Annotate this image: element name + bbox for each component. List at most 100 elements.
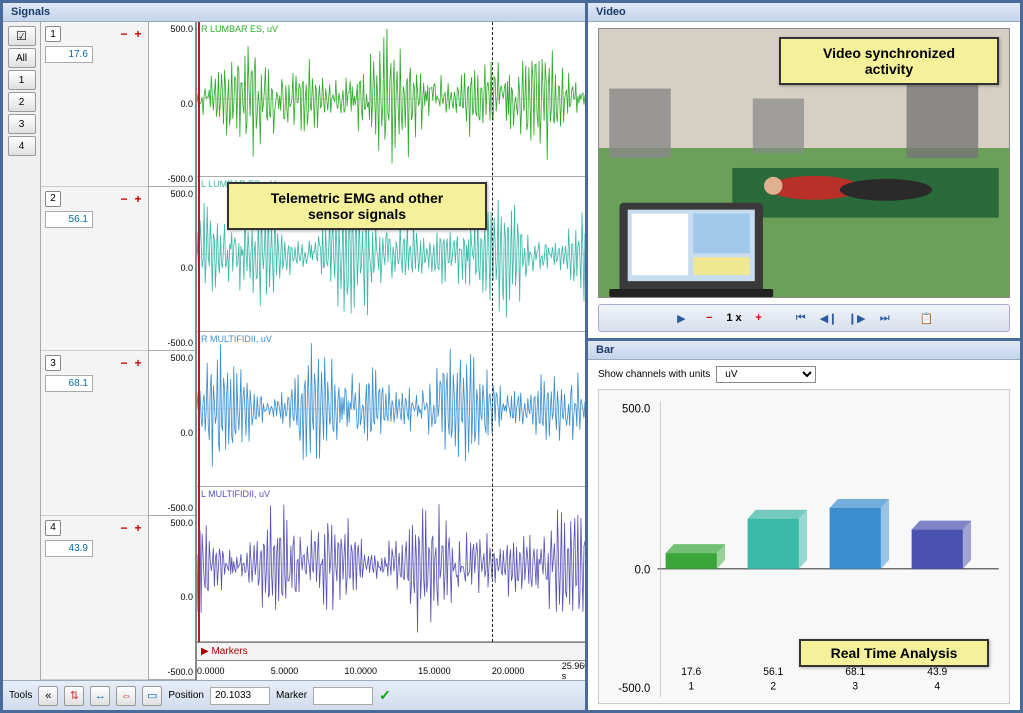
confirm-icon[interactable]: ✓ xyxy=(379,687,391,704)
channel-1-control: 1 − + 17.6 xyxy=(41,22,148,187)
svg-text:3: 3 xyxy=(852,680,858,693)
step-fwd-icon[interactable]: ❙▶ xyxy=(846,308,868,328)
bar-controls: Show channels with units uV xyxy=(588,360,1020,389)
signals-title: Signals xyxy=(3,3,585,22)
channel-4-control: 4 − + 43.9 xyxy=(41,516,148,681)
plot-area: R LUMBAR ES, uV L LUMBAR ES, uV R MULTIF… xyxy=(197,22,585,680)
snapshot-icon[interactable]: 📋 xyxy=(916,308,938,328)
start-cursor xyxy=(198,22,200,642)
channel-3-zoom-out[interactable]: − xyxy=(118,357,130,369)
speed-up-icon[interactable]: + xyxy=(748,308,770,328)
toggle-all-icon[interactable]: ☑ xyxy=(8,26,36,46)
signals-panel: Signals ☑ All 1 2 3 4 1 − + 17.6 xyxy=(3,3,588,710)
bar-filter-label: Show channels with units xyxy=(598,369,710,380)
callout-video: Video synchronizedactivity xyxy=(779,37,999,85)
bar-chart: 500.0 0.0 -500.0 17.6 1 56.1 2 68.1 3 43… xyxy=(598,389,1010,704)
channel-4-zoom-in[interactable]: + xyxy=(132,522,144,534)
time-tick: 0.0000 xyxy=(197,666,225,676)
channel-2-value: 56.1 xyxy=(45,211,93,228)
channel-controls: 1 − + 17.6 2 − + 56.1 3 xyxy=(41,22,149,680)
units-select[interactable]: uV xyxy=(716,366,816,383)
bar-title: Bar xyxy=(588,341,1020,360)
channel-2-badge: 2 xyxy=(45,191,61,207)
channel-3-value: 68.1 xyxy=(45,375,93,392)
channel-1-value: 17.6 xyxy=(45,46,93,63)
speed-label: 1 x xyxy=(726,312,741,324)
channel-tabs: ☑ All 1 2 3 4 xyxy=(3,22,41,680)
svg-text:1: 1 xyxy=(688,680,694,693)
channel-4-zoom-out[interactable]: − xyxy=(118,522,130,534)
time-axis: 0.00005.000010.000015.000020.000025.9600… xyxy=(197,660,585,680)
position-label: Position xyxy=(168,690,204,701)
fit-tool-icon[interactable]: ⇔ xyxy=(116,686,136,706)
pan-tool-icon[interactable]: ↔ xyxy=(90,686,110,706)
skip-end-icon[interactable]: ⏭ xyxy=(874,308,896,328)
channel-4-yaxis: 500.00.0-500.0 xyxy=(149,516,195,681)
time-cursor[interactable] xyxy=(492,22,493,642)
channel-3-label: R MULTIFIDII, uV xyxy=(201,334,272,344)
callout-signals: Telemetric EMG and othersensor signals xyxy=(227,182,487,230)
tab-4[interactable]: 4 xyxy=(8,136,36,156)
svg-text:17.6: 17.6 xyxy=(681,666,701,679)
marker-input[interactable] xyxy=(313,687,373,705)
svg-text:43.9: 43.9 xyxy=(927,666,947,679)
speed-down-icon[interactable]: − xyxy=(698,308,720,328)
callout-bar: Real Time Analysis xyxy=(799,639,989,667)
video-viewport[interactable]: Video synchronizedactivity xyxy=(598,28,1010,298)
marker-label: Marker xyxy=(276,690,307,701)
svg-text:0.0: 0.0 xyxy=(635,563,651,577)
svg-text:68.1: 68.1 xyxy=(845,666,865,679)
app-root: Signals ☑ All 1 2 3 4 1 − + 17.6 xyxy=(0,0,1023,713)
svg-text:-500.0: -500.0 xyxy=(618,681,650,695)
tools-collapse-icon[interactable]: « xyxy=(38,686,58,706)
zoom-tool-icon[interactable]: ⇅ xyxy=(64,686,84,706)
video-title: Video xyxy=(588,3,1020,22)
tools-toolbar: Tools « ⇅ ↔ ⇔ ▭ Position Marker ✓ xyxy=(3,680,585,710)
video-panel: Video Video synchronizedactivity ▶ − 1 x… xyxy=(588,3,1020,341)
channel-4-label: L MULTIFIDII, uV xyxy=(201,489,270,499)
channel-1-zoom-out[interactable]: − xyxy=(118,28,130,40)
markers-label: ▶ Markers xyxy=(201,646,248,657)
channel-2-zoom-out[interactable]: − xyxy=(118,193,130,205)
tab-1[interactable]: 1 xyxy=(8,70,36,90)
channel-4-badge: 4 xyxy=(45,520,61,536)
channel-1-zoom-in[interactable]: + xyxy=(132,28,144,40)
right-panel: Video Video synchronizedactivity ▶ − 1 x… xyxy=(588,3,1020,710)
channel-2-zoom-in[interactable]: + xyxy=(132,193,144,205)
position-input[interactable] xyxy=(210,687,270,705)
channel-2-yaxis: 500.00.0-500.0 xyxy=(149,187,195,352)
tools-label: Tools xyxy=(9,690,32,701)
play-icon[interactable]: ▶ xyxy=(670,308,692,328)
markers-row[interactable]: ▶ Markers xyxy=(197,642,585,660)
channel-3-badge: 3 xyxy=(45,355,61,371)
channel-1-badge: 1 xyxy=(45,26,61,42)
tab-3[interactable]: 3 xyxy=(8,114,36,134)
skip-start-icon[interactable]: ⏮ xyxy=(790,308,812,328)
time-tick: 25.9600 s xyxy=(562,661,585,681)
select-tool-icon[interactable]: ▭ xyxy=(142,686,162,706)
step-back-icon[interactable]: ◀❙ xyxy=(818,308,840,328)
channel-3-yaxis: 500.00.0-500.0 xyxy=(149,351,195,516)
channel-4-plot[interactable]: L MULTIFIDII, uV xyxy=(197,487,585,642)
channel-1-label: R LUMBAR ES, uV xyxy=(201,24,278,34)
channel-3-plot[interactable]: R MULTIFIDII, uV xyxy=(197,332,585,487)
bar-panel: Bar Show channels with units uV 500.0 0.… xyxy=(588,341,1020,710)
tab-all[interactable]: All xyxy=(8,48,36,68)
channel-3-zoom-in[interactable]: + xyxy=(132,357,144,369)
y-axis: 500.00.0-500.0 500.00.0-500.0 500.00.0-5… xyxy=(149,22,197,680)
time-tick: 15.0000 xyxy=(418,666,451,676)
channel-2-control: 2 − + 56.1 xyxy=(41,187,148,352)
time-tick: 5.0000 xyxy=(271,666,299,676)
video-controls: ▶ − 1 x + ⏮ ◀❙ ❙▶ ⏭ 📋 xyxy=(598,304,1010,332)
channel-1-yaxis: 500.00.0-500.0 xyxy=(149,22,195,187)
time-tick: 20.0000 xyxy=(492,666,525,676)
svg-text:4: 4 xyxy=(934,680,940,693)
tab-2[interactable]: 2 xyxy=(8,92,36,112)
svg-text:500.0: 500.0 xyxy=(622,402,651,416)
channel-4-value: 43.9 xyxy=(45,540,93,557)
channel-3-control: 3 − + 68.1 xyxy=(41,351,148,516)
svg-text:2: 2 xyxy=(770,680,776,693)
svg-text:56.1: 56.1 xyxy=(763,666,783,679)
channel-1-plot[interactable]: R LUMBAR ES, uV xyxy=(197,22,585,177)
signals-body: ☑ All 1 2 3 4 1 − + 17.6 2 xyxy=(3,22,585,680)
